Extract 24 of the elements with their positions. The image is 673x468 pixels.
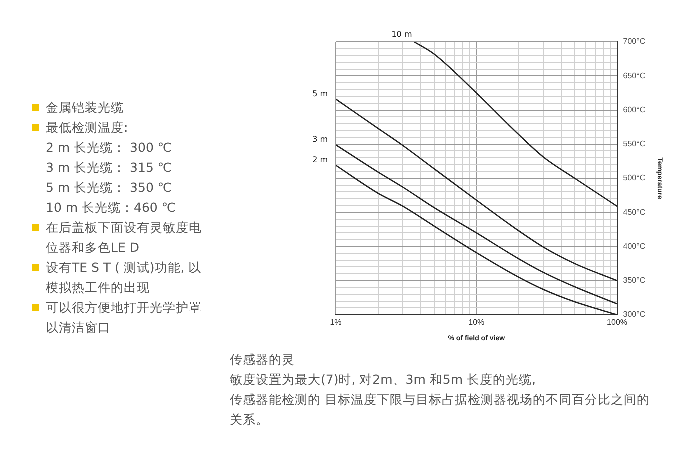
x-tick-label: 10% <box>468 318 485 328</box>
y-tick-label: 400°C <box>623 242 646 251</box>
x-tick-label: 100% <box>607 318 628 328</box>
y-tick-label: 500°C <box>623 174 646 183</box>
y-tick-label: 700°C <box>623 37 646 46</box>
text: 敏度设置为最大(7)时, 对2m、3m 和5m 长度的光缆, <box>230 371 537 389</box>
text: 最低检测温度: 2 m 长光缆： 300 ℃ 3 m 长光缆： 315 ℃ 5 m 长光缆： 350 ℃ 10 m 长光缆：460 ℃ <box>46 120 176 215</box>
text: 设有TE S T ( 测试)功能, 以模拟热工件的出现 <box>46 260 202 295</box>
series-label: 2 m <box>312 156 328 165</box>
y-tick-label: 450°C <box>623 208 646 217</box>
text: 传感器能检测的 目标温度下限与目标占据检测器视场的不同百分比之间的关系。 <box>230 391 650 429</box>
series-label: 10 m <box>392 30 412 40</box>
y-tick-label: 600°C <box>623 105 646 114</box>
y-tick-label: 550°C <box>623 140 646 149</box>
series-label: 3 m <box>312 135 328 144</box>
text: 在后盖板下面设有灵敏度电位器和多色LE D <box>46 220 202 255</box>
text: 可以很方便地打开光学护罩以清洁窗口 <box>46 300 202 335</box>
text: 传感器的灵 <box>230 351 296 369</box>
text: 金属铠装光缆 <box>46 100 124 115</box>
series-label: 5 m <box>312 89 328 98</box>
y-tick-label: 650°C <box>623 71 646 80</box>
y-tick-label: 300°C <box>623 310 646 320</box>
y-tick-label: 350°C <box>623 276 646 286</box>
x-tick-label: 1% <box>330 318 342 328</box>
